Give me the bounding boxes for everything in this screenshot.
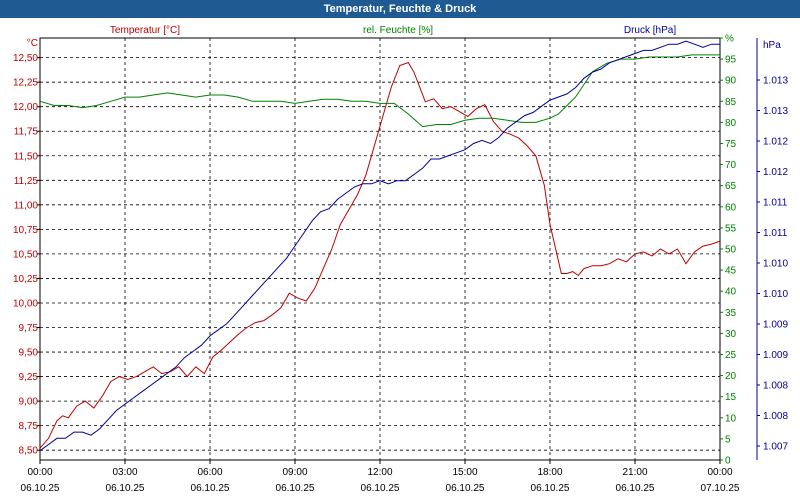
humidity-tick-label: 30 [725, 329, 737, 340]
x-tick-date-label: 06.10.25 [276, 483, 315, 494]
humidity-tick-label: 45 [725, 266, 737, 277]
series-layer [39, 40, 721, 452]
pressure-tick-label: 1.007 [763, 442, 788, 453]
temperature-tick-label: 8,75 [19, 421, 39, 432]
x-tick-time-label: 00:00 [27, 467, 52, 478]
pressure-tick-label: 1.011 [763, 228, 788, 239]
humidity-tick-label: 85 [725, 97, 737, 108]
temperature-tick-label: 9,25 [19, 372, 39, 383]
axes-layer [37, 37, 760, 464]
x-tick-time-label: 12:00 [367, 467, 392, 478]
humidity-tick-label: 20 [725, 371, 737, 382]
x-tick-date-label: 06.10.25 [106, 483, 145, 494]
humidity-tick-label: 95 [725, 55, 737, 66]
grid [40, 38, 720, 460]
humidity-tick-label: 5 [725, 434, 731, 445]
humidity-tick-label: 60 [725, 202, 737, 213]
temperature-axis-title: Temperatur [°C] [110, 25, 180, 36]
temperature-tick-label: 9,75 [19, 323, 39, 334]
x-tick-date-label: 06.10.25 [21, 483, 60, 494]
x-tick-time-label: 15:00 [452, 467, 477, 478]
temperature-tick-label: 10,75 [13, 225, 38, 236]
humidity-tick-label: 10 [725, 413, 737, 424]
humidity-tick-label: 25 [725, 350, 737, 361]
pressure-tick-label: 1.010 [763, 259, 788, 270]
temperature-tick-label: 11,75 [14, 127, 39, 138]
x-tick-date-label: 06.10.25 [361, 483, 400, 494]
x-tick-date-label: 06.10.25 [531, 483, 570, 494]
series-line-pressure [39, 40, 720, 452]
humidity-tick-label: 35 [725, 308, 737, 319]
x-tick-time-label: 09:00 [282, 467, 307, 478]
temperature-tick-label: 12,50 [13, 53, 38, 64]
chart: 12,50 12,25 12,00 11,75 11,50 11,25 11,00 10,75… [13, 25, 788, 494]
humidity-tick-label: 90 [725, 76, 737, 87]
humidity-tick-label: 40 [725, 287, 737, 298]
temperature-tick-label: 9,50 [19, 348, 39, 359]
x-tick-date-label: 06.10.25 [191, 483, 230, 494]
pressure-tick-label: 1.010 [763, 289, 788, 300]
temperature-tick-label: 10,00 [13, 298, 38, 309]
temperature-tick-label: 10,50 [13, 249, 38, 260]
series-line-temperature [39, 61, 721, 449]
pressure-unit-label: hPa [763, 40, 781, 51]
x-tick-date-label: 06.10.25 [446, 483, 485, 494]
temperature-tick-label: 11,25 [14, 176, 39, 187]
humidity-tick-label: 80 [725, 118, 737, 129]
humidity-tick-label: 50 [725, 245, 737, 256]
temperature-tick-label: 11,00 [14, 200, 39, 211]
x-tick-time-label: 03:00 [112, 467, 137, 478]
x-tick-date-label: 06.10.25 [616, 483, 655, 494]
pressure-tick-label: 1.011 [763, 198, 788, 209]
pressure-tick-label: 1.009 [763, 320, 788, 331]
pressure-tick-label: 1.013 [763, 76, 788, 87]
x-tick-time-label: 21:00 [622, 467, 647, 478]
labels-layer: 12,50 12,25 12,00 11,75 11,50 11,25 11,00 10,75… [13, 25, 788, 494]
humidity-tick-label: 70 [725, 160, 737, 171]
x-tick-time-label: 00:00 [707, 467, 732, 478]
window-title: Temperatur, Feuchte & Druck [0, 0, 800, 18]
series-line-humidity [39, 54, 720, 128]
humidity-tick-label: 0 [725, 456, 731, 467]
humidity-axis-title: rel. Feuchte [%] [363, 25, 433, 36]
humidity-tick-label: 65 [725, 181, 737, 192]
pressure-tick-label: 1.008 [763, 381, 788, 392]
pressure-tick-label: 1.012 [763, 167, 788, 178]
humidity-tick-label: 15 [725, 392, 737, 403]
pressure-tick-label: 1.009 [763, 350, 788, 361]
humidity-tick-label: 55 [725, 223, 737, 234]
temperature-tick-label: 8,50 [19, 446, 39, 457]
temperature-unit-label: °C [27, 38, 38, 49]
pressure-tick-label: 1.012 [763, 137, 788, 148]
humidity-tick-label: % [725, 34, 734, 45]
pressure-tick-label: 1.013 [763, 106, 788, 117]
x-tick-date-label: 07.10.25 [701, 483, 740, 494]
temperature-tick-label: 12,25 [13, 78, 38, 89]
humidity-tick-label: 75 [725, 139, 737, 150]
x-tick-time-label: 06:00 [197, 467, 222, 478]
temperature-tick-label: 10,25 [13, 274, 38, 285]
temperature-tick-label: 12,00 [13, 102, 38, 113]
pressure-axis-title: Druck [hPa] [624, 25, 676, 36]
x-tick-time-label: 18:00 [537, 467, 562, 478]
pressure-tick-label: 1.008 [763, 411, 788, 422]
temperature-tick-label: 9,00 [19, 397, 39, 408]
temperature-tick-label: 11,50 [14, 151, 39, 162]
